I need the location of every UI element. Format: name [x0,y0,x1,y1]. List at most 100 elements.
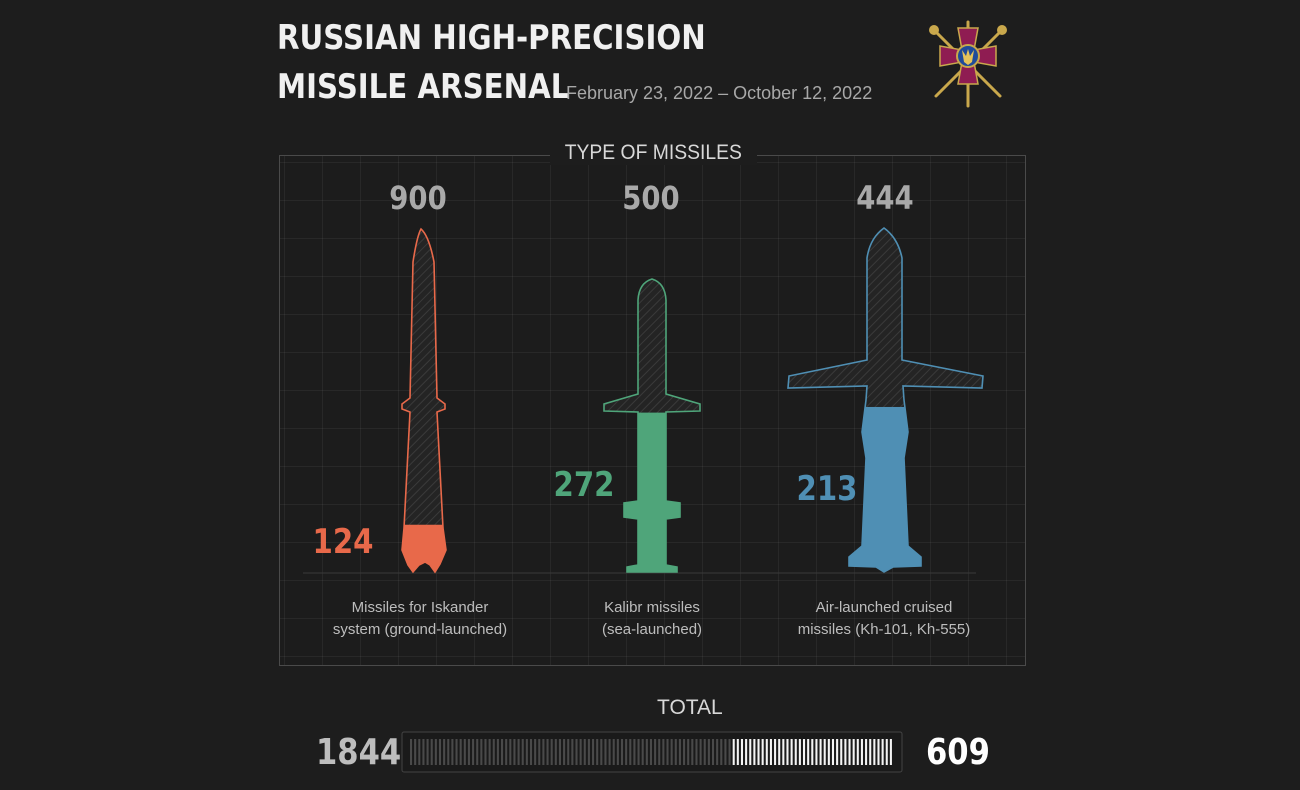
total-bar-tick [529,739,533,765]
total-bar-tick-used [869,739,872,765]
caption-kalibr-line-2: (sea-launched) [601,621,703,638]
total-bar-tick-used [881,739,884,765]
caption-air-launched: Air-launched cruised missiles (Kh-101, Kh… [764,597,1004,641]
total-bar-tick-used [865,739,868,765]
total-bar-tick [571,739,574,765]
total-bar-tick [546,739,549,765]
total-bar-tick [521,739,524,765]
total-bar-tick [513,739,516,765]
chart-title: TYPE OF MISSILES [550,141,757,165]
total-bar-tick [463,739,466,765]
total-bar-tick-used [807,739,810,765]
total-bar-tick-used [831,739,835,765]
total-bar-tick [542,739,545,765]
total-bar-tick [455,739,458,765]
total-bar-tick-used [860,739,863,765]
total-right-value: 609 [926,732,990,773]
total-bar-tick [447,739,450,765]
total-bar-tick [484,739,487,765]
total-bar-tick [695,739,698,765]
total-bar-tick [699,739,702,765]
total-bar-tick [728,739,731,765]
total-bar-tick [654,739,657,765]
total-bar-tick-used [802,739,806,765]
total-bar-tick [587,739,590,765]
total-bar-tick [720,739,723,765]
total-bar-tick [596,739,599,765]
total-bar-tick [616,739,619,765]
date-range: February 23, 2022 – October 12, 2022 [566,83,873,103]
total-bar-tick [608,739,611,765]
total-bar-tick [666,739,669,765]
total-bar-tick-used [732,739,735,765]
total-bar-tick [670,739,673,765]
total-bar-tick-used [873,739,876,765]
total-bar-tick [637,739,640,765]
total-bar-tick-used [778,739,781,765]
total-value-air-launched: 444 [856,180,913,218]
total-bar-tick-used [786,739,789,765]
total-bar-tick-used [757,739,760,765]
total-bar-tick [567,739,570,765]
caption-kalibr-line-1: Kalibr missiles [604,599,700,616]
total-bar-tick [525,739,528,765]
total-bar-tick [554,739,557,765]
caption-air-launched-line-1: Air-launched cruised [815,599,953,616]
total-bar-tick [430,739,433,765]
total-bar-tick-used [790,739,793,765]
total-bar-tick [509,739,512,765]
total-bar-tick-used [811,739,814,765]
total-value-kalibr: 500 [622,180,679,218]
total-bar-tick [703,739,706,765]
total-bar-tick [678,739,681,765]
total-bar-tick [501,739,504,765]
used-value-air-launched: 213 [796,470,857,509]
total-bar-tick [410,739,413,765]
title-line-1: RUSSIAN HIGH-PRECISION [277,18,706,58]
total-bar-tick-used [885,739,888,765]
total-bar-tick [575,739,578,765]
total-bar-tick [625,739,628,765]
total-bar-tick [583,739,586,765]
total-value-iskander: 900 [389,180,446,218]
caption-kalibr: Kalibr missiles (sea-launched) [532,597,772,641]
total-bar-tick [600,739,603,765]
total-bar-tick-used [856,739,859,765]
used-value-iskander: 124 [312,523,373,562]
total-bar-tick [517,739,520,765]
total-bar-tick [579,739,582,765]
total-bar-tick [443,739,446,765]
total-bar-tick [707,739,710,765]
total-bar-tick [414,739,417,765]
title-line-2: MISSILE ARSENAL [277,67,570,107]
caption-iskander-line-2: system (ground-launched) [332,621,508,638]
total-bar-tick [422,739,425,765]
total-bar-tick [505,739,508,765]
total-bar-tick [687,739,690,765]
total-bar-tick [488,739,491,765]
total-bar-tick [563,739,566,765]
total-bar-tick [691,739,694,765]
total-bar-tick-used [852,739,855,765]
total-bar-tick-used [836,739,839,765]
total-bar-tick [472,739,475,765]
total-bar-tick-used [740,739,744,765]
total-bar-tick [550,739,553,765]
total-bar-tick-used [753,739,756,765]
page-title: RUSSIAN HIGH-PRECISION MISSILE ARSENAL [277,14,706,112]
total-bar-tick [592,739,595,765]
total-bar-tick [438,739,442,765]
total-bar-tick-used [827,739,830,765]
total-bar-tick [604,739,607,765]
caption-iskander: Missiles for Iskander system (ground-laun… [300,597,540,641]
total-bar-tick-used [761,739,764,765]
total-bar-tick [620,739,624,765]
total-bar-tick-used [745,739,748,765]
used-value-kalibr: 272 [553,466,614,505]
total-bar-tick [418,739,421,765]
total-bar-tick [612,739,615,765]
total-bar-tick [649,739,652,765]
total-bar-tick-used [774,739,777,765]
total-bar-tick-used [736,739,739,765]
total-bar-tick-used [819,739,822,765]
